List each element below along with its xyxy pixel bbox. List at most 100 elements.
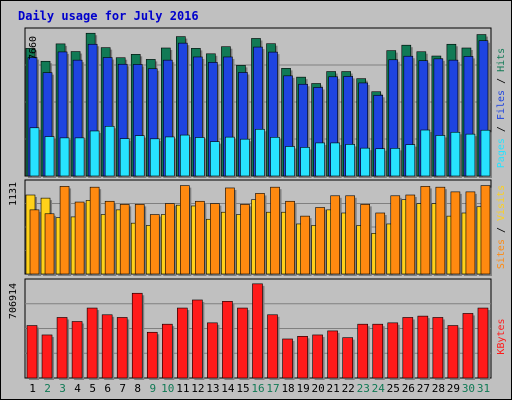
bar-kbytes-12 xyxy=(192,299,203,379)
legend-visits: Visits xyxy=(496,185,507,221)
bar-kbytes-15 xyxy=(237,307,248,379)
x-tick-label-22: 22 xyxy=(342,382,355,395)
bar-pages-15 xyxy=(240,138,250,177)
x-tick-label-5: 5 xyxy=(89,382,96,395)
bar-kbytes-17 xyxy=(267,314,278,379)
bar-sites-7 xyxy=(119,204,130,275)
bar-sites-4 xyxy=(74,201,85,275)
x-tick-label-23: 23 xyxy=(357,382,370,395)
bar-sites-19 xyxy=(300,215,310,275)
bar-kbytes-26 xyxy=(402,317,414,379)
bar-sites-30 xyxy=(465,191,476,275)
x-tick-label-14: 14 xyxy=(221,382,235,395)
bar-sites-12 xyxy=(195,200,205,275)
x-tick-label-4: 4 xyxy=(74,382,81,395)
x-tick-label-16: 16 xyxy=(251,382,264,395)
bar-kbytes-24 xyxy=(372,323,384,379)
bar-pages-14 xyxy=(225,136,235,177)
top-legend: Pages / Files / Hits xyxy=(496,48,507,168)
bar-pages-1 xyxy=(29,127,40,177)
x-tick-label-12: 12 xyxy=(191,382,204,395)
x-tick-label-10: 10 xyxy=(161,382,174,395)
bar-kbytes-6 xyxy=(101,314,113,379)
x-tick-label-18: 18 xyxy=(281,382,294,395)
bar-sites-15 xyxy=(240,204,250,275)
bar-kbytes-19 xyxy=(297,335,308,379)
legend-separator: / xyxy=(496,221,507,239)
bar-kbytes-5 xyxy=(86,307,98,379)
bottom-legend: KBytes xyxy=(496,318,507,354)
bar-sites-20 xyxy=(315,207,325,275)
bar-sites-8 xyxy=(134,204,145,275)
bar-sites-28 xyxy=(435,186,446,275)
bar-sites-26 xyxy=(405,194,416,275)
bar-kbytes-2 xyxy=(41,334,53,379)
bar-pages-5 xyxy=(89,130,100,177)
x-tick-label-1: 1 xyxy=(29,382,36,395)
x-tick-label-17: 17 xyxy=(266,382,279,395)
bar-sites-22 xyxy=(345,195,355,275)
x-tick-label-9: 9 xyxy=(149,382,156,395)
bar-pages-23 xyxy=(360,147,371,177)
bar-kbytes-14 xyxy=(222,301,233,379)
x-tick-label-15: 15 xyxy=(236,382,249,395)
bar-pages-24 xyxy=(375,148,386,177)
bar-kbytes-13 xyxy=(207,322,218,379)
bar-kbytes-27 xyxy=(417,315,429,379)
bar-kbytes-28 xyxy=(432,317,444,379)
legend-files: Files xyxy=(496,90,507,120)
x-tick-label-24: 24 xyxy=(372,382,386,395)
x-tick-label-19: 19 xyxy=(296,382,309,395)
x-tick-label-20: 20 xyxy=(312,382,325,395)
x-tick-label-13: 13 xyxy=(206,382,219,395)
bar-sites-1 xyxy=(29,209,40,275)
bar-kbytes-8 xyxy=(131,292,143,379)
legend-hits: Hits xyxy=(496,48,507,72)
legend-kbytes: KBytes xyxy=(496,318,507,354)
bar-sites-25 xyxy=(390,195,401,275)
bar-kbytes-18 xyxy=(282,338,293,379)
x-tick-label-31: 31 xyxy=(477,382,490,395)
bar-pages-8 xyxy=(134,135,145,177)
bar-pages-25 xyxy=(390,148,401,177)
x-tick-label-3: 3 xyxy=(59,382,66,395)
bar-kbytes-9 xyxy=(146,331,158,379)
bar-sites-13 xyxy=(210,203,220,275)
bar-kbytes-7 xyxy=(116,317,128,379)
bar-pages-30 xyxy=(465,133,476,177)
x-tick-label-8: 8 xyxy=(134,382,141,395)
bar-pages-10 xyxy=(164,136,175,177)
bar-pages-16 xyxy=(255,128,265,177)
bar-sites-10 xyxy=(164,203,175,275)
bar-sites-29 xyxy=(450,191,461,275)
legend-pages: Pages xyxy=(496,138,507,168)
bar-kbytes-11 xyxy=(177,307,188,379)
bar-pages-13 xyxy=(210,141,220,177)
bar-sites-18 xyxy=(285,200,295,275)
bar-kbytes-22 xyxy=(342,337,353,379)
middle-legend: Sites / Visits xyxy=(496,185,507,269)
bar-pages-29 xyxy=(450,131,461,177)
bar-sites-6 xyxy=(104,200,115,275)
x-tick-label-6: 6 xyxy=(104,382,111,395)
bar-kbytes-29 xyxy=(447,325,459,379)
bar-kbytes-31 xyxy=(477,307,489,379)
chart-title: Daily usage for July 2016 xyxy=(18,9,199,23)
bar-sites-24 xyxy=(375,212,386,275)
x-tick-label-2: 2 xyxy=(44,382,51,395)
x-tick-label-30: 30 xyxy=(462,382,475,395)
middle-max-label: 1131 xyxy=(8,182,19,206)
bar-pages-26 xyxy=(405,144,416,177)
bar-pages-20 xyxy=(315,142,325,177)
bottom-max-label: 706914 xyxy=(8,283,19,319)
x-tick-label-7: 7 xyxy=(119,382,126,395)
bar-sites-23 xyxy=(360,204,371,275)
bar-sites-11 xyxy=(180,185,190,275)
bar-sites-14 xyxy=(225,187,235,275)
bar-pages-9 xyxy=(149,138,160,177)
x-tick-label-29: 29 xyxy=(447,382,460,395)
bar-kbytes-1 xyxy=(26,325,38,379)
bar-sites-9 xyxy=(149,214,160,275)
bar-pages-3 xyxy=(59,137,70,177)
bar-pages-2 xyxy=(44,136,55,177)
